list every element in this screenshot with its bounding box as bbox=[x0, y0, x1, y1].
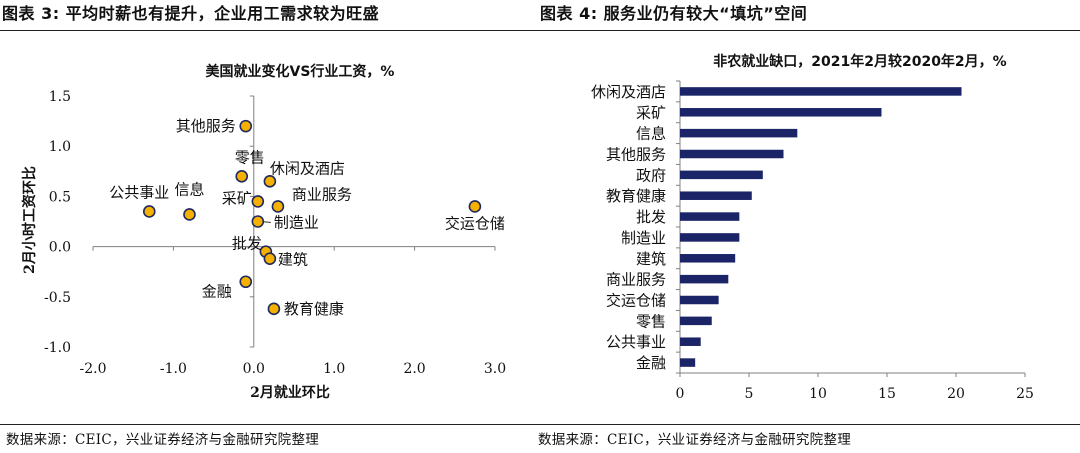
bar-category-label: 建筑 bbox=[636, 250, 666, 268]
scatter-point-label: 其他服务 bbox=[176, 117, 236, 135]
scatter-point-label: 商业服务 bbox=[292, 185, 352, 203]
bar-category-label: 其他服务 bbox=[606, 146, 666, 164]
scatter-x-tick-label: 1.0 bbox=[323, 361, 345, 377]
scatter-point-label: 制造业 bbox=[274, 214, 319, 232]
bar-category-label: 政府 bbox=[636, 166, 666, 184]
scatter-point-label: 休闲及酒店 bbox=[270, 159, 345, 177]
scatter-point bbox=[468, 200, 482, 213]
scatter-y-tick-label: 1.0 bbox=[49, 139, 71, 155]
right-figure-header: 图表 4: 服务业仍有较大“填坑”空间 bbox=[540, 4, 808, 23]
bar-category-label: 零售 bbox=[636, 312, 666, 330]
bar-x-tick-label: 10 bbox=[809, 386, 827, 402]
right-source-note: 数据来源：CEIC，兴业证券经济与金融研究院整理 bbox=[538, 432, 852, 448]
bar bbox=[680, 149, 784, 159]
scatter-point bbox=[142, 205, 156, 218]
bar-x-tick-label: 15 bbox=[878, 386, 896, 402]
bar-x-tick-label: 25 bbox=[1016, 386, 1034, 402]
scatter-point bbox=[263, 175, 277, 188]
header-rule bbox=[0, 30, 1080, 31]
scatter-point bbox=[251, 195, 265, 208]
bar-category-label: 休闲及酒店 bbox=[591, 83, 666, 101]
bar-category-label: 交运仓储 bbox=[606, 292, 666, 310]
bar-chart: 非农就业缺口，2021年2月较2020年2月，% 0 5 10 15 20 25 休闲及酒… bbox=[591, 53, 1034, 402]
bar-category-label: 公共事业 bbox=[606, 333, 666, 351]
bar-category-label: 信息 bbox=[636, 125, 666, 143]
scatter-point bbox=[239, 275, 253, 289]
bar bbox=[680, 316, 712, 326]
bar bbox=[680, 295, 719, 305]
scatter-point bbox=[239, 119, 253, 133]
scatter-x-tick-label: 2.0 bbox=[403, 361, 425, 377]
scatter-point bbox=[267, 302, 281, 316]
scatter-point-label: 信息 bbox=[174, 180, 204, 198]
scatter-x-tick-label: 3.0 bbox=[484, 361, 506, 377]
scatter-point bbox=[235, 170, 249, 183]
footer-rule bbox=[0, 424, 1080, 425]
scatter-y-tick-label: 0.5 bbox=[49, 189, 71, 205]
bar bbox=[680, 337, 701, 346]
bar-category-label: 商业服务 bbox=[606, 271, 666, 289]
bar bbox=[680, 254, 736, 263]
bar-category-label: 金融 bbox=[636, 354, 666, 372]
bar bbox=[680, 170, 763, 180]
bar-category-label: 教育健康 bbox=[606, 187, 666, 205]
scatter-x-label: 2月就业环比 bbox=[250, 384, 330, 401]
bar-x-tick-label: 5 bbox=[745, 386, 754, 402]
scatter-point bbox=[263, 252, 277, 265]
scatter-point-label: 批发 bbox=[232, 235, 262, 253]
scatter-point bbox=[183, 208, 196, 221]
scatter-point-label: 金融 bbox=[202, 283, 232, 301]
scatter-point-label: 教育健康 bbox=[284, 300, 344, 318]
scatter-y-tick-label: 0.0 bbox=[49, 240, 71, 256]
bar bbox=[680, 212, 740, 221]
scatter-y-tick-label: -1.0 bbox=[44, 340, 71, 356]
bar bbox=[680, 87, 962, 96]
left-source-note: 数据来源：CEIC，兴业证券经济与金融研究院整理 bbox=[6, 432, 320, 448]
left-figure-header: 图表 3: 平均时薪也有提升，企业用工需求较为旺盛 bbox=[2, 4, 380, 23]
bar-title: 非农就业缺口，2021年2月较2020年2月，% bbox=[713, 53, 1006, 70]
scatter-x-tick-label: -1.0 bbox=[160, 361, 187, 377]
scatter-point bbox=[271, 200, 285, 213]
bar-category-label: 制造业 bbox=[621, 229, 666, 247]
scatter-point-label: 采矿 bbox=[222, 189, 252, 207]
bar bbox=[680, 128, 798, 138]
bar-category-label: 批发 bbox=[636, 208, 666, 226]
bar bbox=[680, 108, 882, 117]
scatter-point bbox=[251, 215, 265, 228]
bar-category-label: 采矿 bbox=[636, 104, 666, 122]
bar bbox=[680, 358, 696, 367]
bar-x-tick-label: 20 bbox=[947, 386, 965, 402]
scatter-y-tick-label: -0.5 bbox=[44, 290, 71, 306]
scatter-point-label: 建筑 bbox=[278, 251, 308, 269]
bar-x-tick-label: 0 bbox=[676, 386, 685, 402]
scatter-point-label: 零售 bbox=[235, 148, 265, 166]
bar bbox=[680, 191, 752, 200]
scatter-x-tick-label: 0.0 bbox=[243, 361, 265, 377]
scatter-y-tick-label: 1.5 bbox=[49, 89, 71, 105]
scatter-chart: 美国就业变化VS行业工资，% 2月就业环比 2月小时工资环比 -2.0 -1.0 0… bbox=[21, 63, 506, 401]
bar bbox=[680, 233, 740, 242]
scatter-point-label: 公共事业 bbox=[109, 183, 169, 201]
scatter-title: 美国就业变化VS行业工资，% bbox=[206, 63, 395, 80]
bar bbox=[680, 274, 729, 284]
scatter-x-tick-label: -2.0 bbox=[80, 361, 107, 377]
scatter-y-label: 2月小时工资环比 bbox=[21, 166, 38, 274]
scatter-point-label: 交运仓储 bbox=[445, 214, 505, 232]
